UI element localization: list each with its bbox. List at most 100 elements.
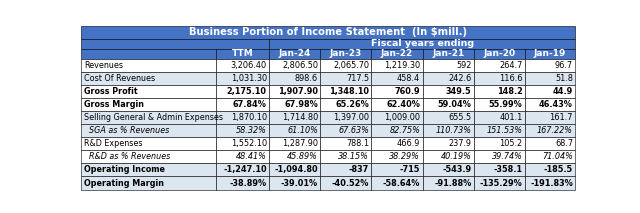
Text: 458.4: 458.4 — [397, 74, 420, 83]
Bar — [216, 98, 269, 111]
Bar — [320, 137, 371, 150]
Bar — [81, 177, 216, 190]
Bar — [371, 72, 422, 85]
Text: -715: -715 — [400, 166, 420, 174]
Bar — [422, 98, 474, 111]
Text: 105.2: 105.2 — [499, 139, 522, 148]
Text: 3,206.40: 3,206.40 — [230, 61, 267, 70]
Text: 717.5: 717.5 — [346, 74, 369, 83]
Text: 148.2: 148.2 — [497, 87, 522, 96]
Bar — [525, 177, 575, 190]
Bar — [422, 124, 474, 137]
Bar — [474, 85, 525, 98]
Text: Jan-23: Jan-23 — [330, 49, 362, 58]
Text: 1,907.90: 1,907.90 — [278, 87, 318, 96]
Bar — [474, 59, 525, 72]
Bar — [422, 59, 474, 72]
Text: 1,714.80: 1,714.80 — [282, 113, 318, 122]
Text: 1,009.00: 1,009.00 — [384, 113, 420, 122]
Bar — [371, 124, 422, 137]
Bar — [525, 150, 575, 163]
Text: 44.9: 44.9 — [553, 87, 573, 96]
Bar — [216, 177, 269, 190]
Bar — [525, 59, 575, 72]
Text: Gross Margin: Gross Margin — [84, 100, 144, 109]
Bar — [81, 98, 216, 111]
Text: 59.04%: 59.04% — [438, 100, 472, 109]
Bar — [525, 72, 575, 85]
Text: 48.41%: 48.41% — [236, 152, 267, 161]
Bar — [371, 49, 422, 59]
Bar — [371, 111, 422, 124]
Bar — [320, 111, 371, 124]
Bar — [371, 150, 422, 163]
Text: -185.5: -185.5 — [544, 166, 573, 174]
Text: Operating Income: Operating Income — [84, 166, 165, 174]
Bar — [216, 111, 269, 124]
Bar — [269, 39, 575, 49]
Text: 1,287.90: 1,287.90 — [282, 139, 318, 148]
Text: R&D Expenses: R&D Expenses — [84, 139, 142, 148]
Bar — [422, 85, 474, 98]
Bar — [269, 59, 320, 72]
Text: 349.5: 349.5 — [445, 87, 472, 96]
Bar — [320, 177, 371, 190]
Text: 2,175.10: 2,175.10 — [227, 87, 267, 96]
Bar — [269, 72, 320, 85]
Text: 760.9: 760.9 — [395, 87, 420, 96]
Bar — [216, 150, 269, 163]
Bar — [371, 59, 422, 72]
Text: 96.7: 96.7 — [555, 61, 573, 70]
Bar — [525, 111, 575, 124]
Text: 1,552.10: 1,552.10 — [230, 139, 267, 148]
Text: 67.98%: 67.98% — [284, 100, 318, 109]
Bar — [474, 150, 525, 163]
Text: 151.53%: 151.53% — [486, 126, 522, 135]
Bar — [81, 26, 575, 39]
Bar — [474, 124, 525, 137]
Text: -40.52%: -40.52% — [332, 178, 369, 187]
Text: 62.40%: 62.40% — [387, 100, 420, 109]
Text: -58.64%: -58.64% — [383, 178, 420, 187]
Bar — [474, 49, 525, 59]
Bar — [216, 72, 269, 85]
Text: Jan-20: Jan-20 — [483, 49, 515, 58]
Text: Operating Margin: Operating Margin — [84, 178, 164, 187]
Bar — [525, 98, 575, 111]
Text: 116.6: 116.6 — [499, 74, 522, 83]
Bar — [216, 163, 269, 177]
Bar — [269, 137, 320, 150]
Bar — [216, 85, 269, 98]
Bar — [216, 124, 269, 137]
Bar — [269, 85, 320, 98]
Bar — [320, 163, 371, 177]
Bar — [371, 163, 422, 177]
Bar — [525, 163, 575, 177]
Bar — [422, 137, 474, 150]
Bar — [422, 150, 474, 163]
Text: 40.19%: 40.19% — [440, 152, 472, 161]
Bar — [474, 137, 525, 150]
Text: SGA as % Revenues: SGA as % Revenues — [84, 126, 169, 135]
Text: 68.7: 68.7 — [555, 139, 573, 148]
Bar — [474, 98, 525, 111]
Text: TTM: TTM — [232, 49, 253, 58]
Bar — [81, 150, 216, 163]
Text: R&D as % Revenues: R&D as % Revenues — [84, 152, 170, 161]
Text: 61.10%: 61.10% — [287, 126, 318, 135]
Text: 39.74%: 39.74% — [492, 152, 522, 161]
Bar — [371, 85, 422, 98]
Bar — [81, 59, 216, 72]
Bar — [216, 59, 269, 72]
Bar — [422, 72, 474, 85]
Bar — [81, 111, 216, 124]
Text: 1,870.10: 1,870.10 — [230, 113, 267, 122]
Bar — [81, 85, 216, 98]
Text: 167.22%: 167.22% — [537, 126, 573, 135]
Bar — [81, 49, 216, 59]
Bar — [269, 124, 320, 137]
Bar — [320, 59, 371, 72]
Text: Business Portion of Income Statement  (In $mill.): Business Portion of Income Statement (In… — [189, 27, 467, 37]
Bar — [474, 163, 525, 177]
Text: 1,219.30: 1,219.30 — [384, 61, 420, 70]
